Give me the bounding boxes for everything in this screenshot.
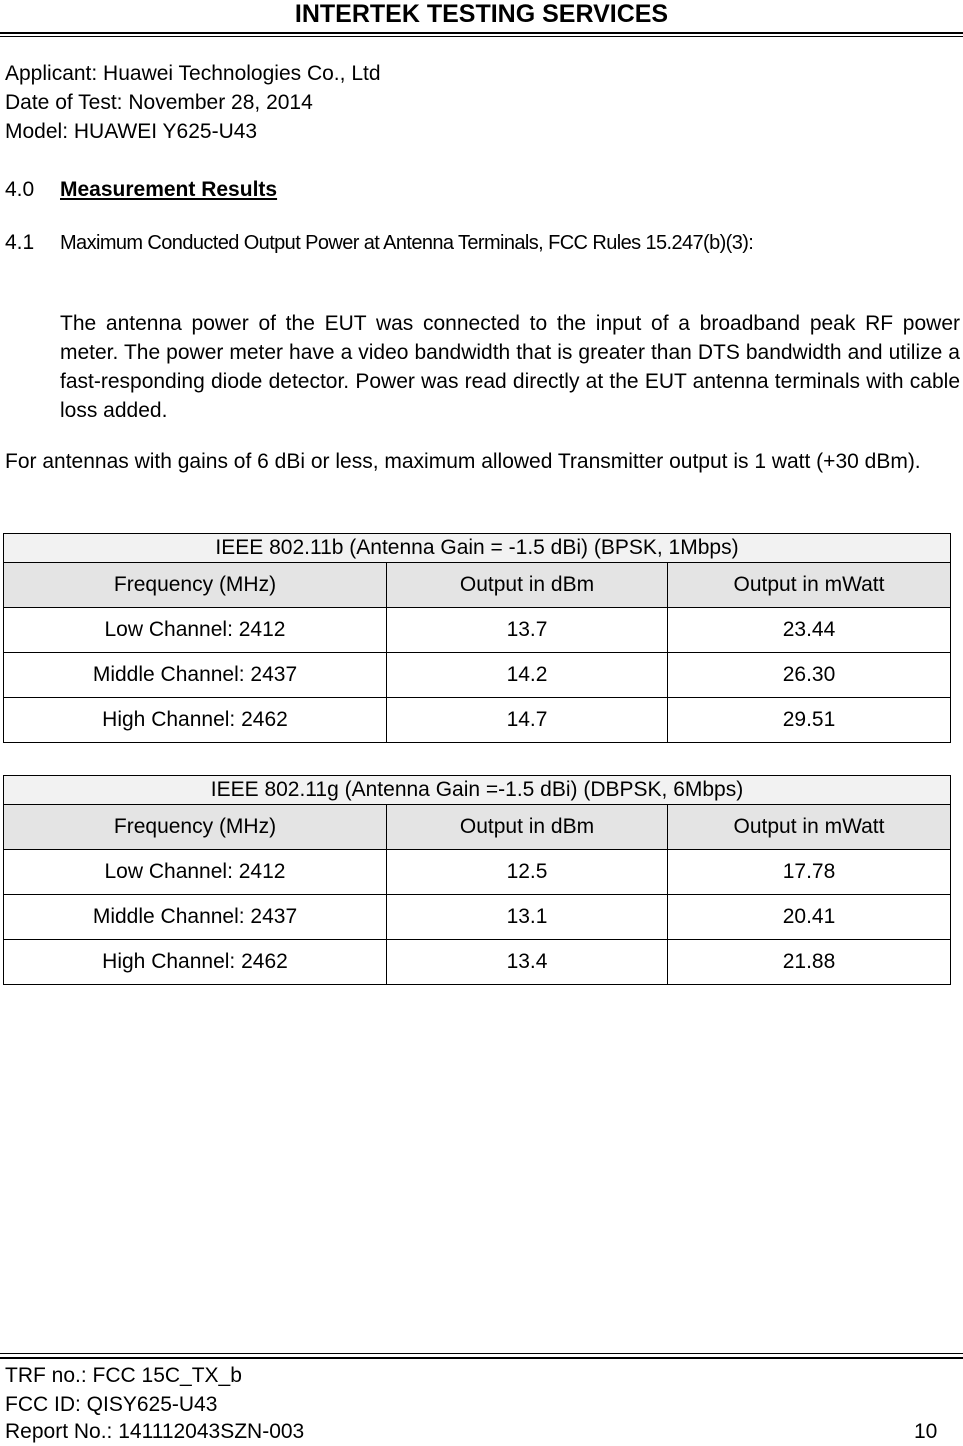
cell-mwatt: 29.51 [667, 697, 951, 743]
cell-dbm: 14.2 [386, 652, 668, 698]
cell-mwatt: 17.78 [667, 849, 951, 895]
table-header-row: Frequency (MHz) Output in dBm Output in … [3, 804, 951, 850]
footer-rule-thin [0, 1353, 963, 1354]
section-number: 4.0 [5, 178, 35, 201]
test-date-line: Date of Test: November 28, 2014 [5, 91, 313, 114]
cell-frequency: Middle Channel: 2437 [3, 652, 387, 698]
model-line: Model: HUAWEI Y625-U43 [5, 120, 258, 143]
cell-mwatt: 21.88 [667, 939, 951, 985]
table-row: Low Channel: 2412 12.5 17.78 [3, 849, 951, 895]
table-row: Middle Channel: 2437 14.2 26.30 [3, 652, 951, 698]
measurement-method-paragraph: The antenna power of the EUT was connect… [60, 312, 960, 422]
cell-dbm: 13.1 [386, 894, 668, 940]
cell-frequency: High Channel: 2462 [3, 939, 387, 985]
cell-mwatt: 23.44 [667, 607, 951, 653]
cell-frequency: Low Channel: 2412 [3, 607, 387, 653]
table-row: High Channel: 2462 13.4 21.88 [3, 939, 951, 985]
table-row: Middle Channel: 2437 13.1 20.41 [3, 894, 951, 940]
table-caption: IEEE 802.11g (Antenna Gain =-1.5 dBi) (D… [3, 775, 951, 805]
cell-frequency: High Channel: 2462 [3, 697, 387, 743]
cell-dbm: 13.7 [386, 607, 668, 653]
table-80211g: IEEE 802.11g (Antenna Gain =-1.5 dBi) (D… [3, 775, 951, 985]
cell-dbm: 13.4 [386, 939, 668, 985]
page-number: 10 [914, 1420, 938, 1443]
footer-rule-thick [0, 1357, 963, 1359]
table-caption-row: IEEE 802.11g (Antenna Gain =-1.5 dBi) (D… [3, 775, 951, 805]
table-row: Low Channel: 2412 13.7 23.44 [3, 607, 951, 653]
cell-mwatt: 20.41 [667, 894, 951, 940]
cell-frequency: Low Channel: 2412 [3, 849, 387, 895]
cell-dbm: 14.7 [386, 697, 668, 743]
column-header-frequency: Frequency (MHz) [3, 804, 387, 850]
column-header-dbm: Output in dBm [386, 804, 668, 850]
table-row: High Channel: 2462 14.7 29.51 [3, 697, 951, 743]
table-caption-row: IEEE 802.11b (Antenna Gain = -1.5 dBi) (… [3, 533, 951, 563]
section-title: Measurement Results [60, 178, 278, 201]
header-rule-thick [0, 32, 963, 34]
cell-frequency: Middle Channel: 2437 [3, 894, 387, 940]
column-header-dbm: Output in dBm [386, 562, 668, 608]
footer-report-number: Report No.: 141112043SZN-003 [5, 1420, 305, 1443]
subsection-number: 4.1 [5, 231, 35, 254]
column-header-mwatt: Output in mWatt [667, 562, 951, 608]
header-rule-thin [0, 36, 963, 37]
column-header-frequency: Frequency (MHz) [3, 562, 387, 608]
power-limit-paragraph: For antennas with gains of 6 dBi or less… [5, 450, 921, 473]
report-header-title: INTERTEK TESTING SERVICES [294, 0, 669, 28]
table-80211b: IEEE 802.11b (Antenna Gain = -1.5 dBi) (… [3, 533, 951, 743]
footer-trf-number: TRF no.: FCC 15C_TX_b [5, 1364, 242, 1387]
table-header-row: Frequency (MHz) Output in dBm Output in … [3, 562, 951, 608]
footer-fcc-id: FCC ID: QISY625-U43 [5, 1393, 218, 1416]
applicant-line: Applicant: Huawei Technologies Co., Ltd [5, 62, 381, 85]
table-caption: IEEE 802.11b (Antenna Gain = -1.5 dBi) (… [3, 533, 951, 563]
cell-mwatt: 26.30 [667, 652, 951, 698]
column-header-mwatt: Output in mWatt [667, 804, 951, 850]
cell-dbm: 12.5 [386, 849, 668, 895]
subsection-title: Maximum Conducted Output Power at Antenn… [60, 232, 754, 254]
